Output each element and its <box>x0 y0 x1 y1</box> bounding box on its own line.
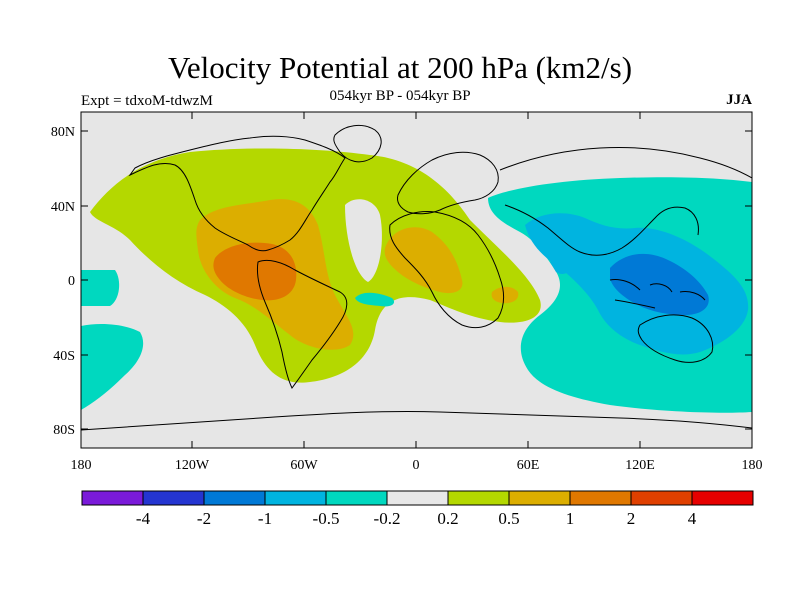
colorbar-box <box>264 490 327 506</box>
lat-label: 80N <box>51 125 75 140</box>
coastline-africa <box>389 211 504 329</box>
coastline-greenland <box>333 124 382 163</box>
lat-label: 40N <box>51 200 75 215</box>
lon-ticks <box>191 112 641 448</box>
map-title: Velocity Potential at 200 hPa (km2/s) <box>167 50 633 85</box>
colorbar-box <box>142 490 205 506</box>
coastlines <box>81 124 752 431</box>
colorbar-box <box>569 490 632 506</box>
colorbar-box <box>386 490 449 506</box>
colorbar-box <box>203 490 266 506</box>
colorbar-label: 1 <box>566 509 575 528</box>
colorbar-box <box>81 490 144 506</box>
colorbar-label: 2 <box>627 509 636 528</box>
lon-label: 180 <box>742 458 763 473</box>
contour-fill-africa-pos-0.5 <box>384 227 463 294</box>
coastline-maritime-continent <box>609 279 706 309</box>
colorbar-boxes <box>81 490 754 506</box>
coastline-asia <box>499 146 752 256</box>
contour-fill-pacific-west-neg-0.2 <box>81 270 120 306</box>
season-label: JJA <box>726 92 752 108</box>
lon-label: 120E <box>625 458 655 473</box>
coastline-south-america <box>257 259 348 389</box>
lon-labels: 180 120W 60W 0 60E 120E 180 <box>71 458 763 473</box>
contour-fill-east-asia-neg-0.5 <box>550 258 570 274</box>
colorbar-label: 0.5 <box>498 509 519 528</box>
experiment-label: Expt = tdxoM-tdwzM <box>81 93 213 109</box>
lon-label: 60E <box>517 458 540 473</box>
lat-labels: 80N 40N 0 40S 80S <box>51 125 75 438</box>
contour-fill-americas-pos-1 <box>213 242 297 301</box>
colorbar-box <box>630 490 693 506</box>
lat-label: 0 <box>68 274 75 289</box>
contour-fills <box>81 124 752 431</box>
coastline-europe <box>397 151 499 215</box>
colorbar-box <box>508 490 571 506</box>
lat-label: 40S <box>53 349 75 364</box>
map-panel: 80N 40N 0 40S 80S 180 120W 60W 0 60E 120… <box>51 111 763 473</box>
colorbar-box <box>691 490 754 506</box>
colorbar-label: -2 <box>197 509 211 528</box>
colorbar: -4 -2 -1 -0.5 -0.2 0.2 0.5 1 2 4 <box>81 490 754 528</box>
colorbar-label: -1 <box>258 509 272 528</box>
map-subtitle: 054kyr BP - 054kyr BP <box>329 88 471 104</box>
contour-fill-atlantic-gap <box>345 199 382 282</box>
contour-fill-atlantic-neg-0.2 <box>355 292 395 307</box>
colorbar-label: 0.2 <box>437 509 458 528</box>
contour-fill-indian-pos-0.5 <box>491 286 519 304</box>
coastline-north-america <box>128 135 346 252</box>
colorbar-labels: -4 -2 -1 -0.5 -0.2 0.2 0.5 1 2 4 <box>136 509 697 528</box>
lon-label: 0 <box>413 458 420 473</box>
colorbar-box <box>447 490 510 506</box>
colorbar-box <box>325 490 388 506</box>
colorbar-label: -0.2 <box>374 509 401 528</box>
lon-label: 180 <box>71 458 92 473</box>
colorbar-label: -4 <box>136 509 151 528</box>
lat-label: 80S <box>53 423 75 438</box>
lon-label: 120W <box>175 458 210 473</box>
colorbar-label: 4 <box>688 509 697 528</box>
coastline-antarctica <box>81 410 752 431</box>
contour-fill-pacific-southwest-neg-0.2 <box>81 324 144 410</box>
coastline-australia <box>637 314 714 363</box>
lat-ticks <box>81 130 752 430</box>
colorbar-label: -0.5 <box>313 509 340 528</box>
lon-label: 60W <box>290 458 318 473</box>
